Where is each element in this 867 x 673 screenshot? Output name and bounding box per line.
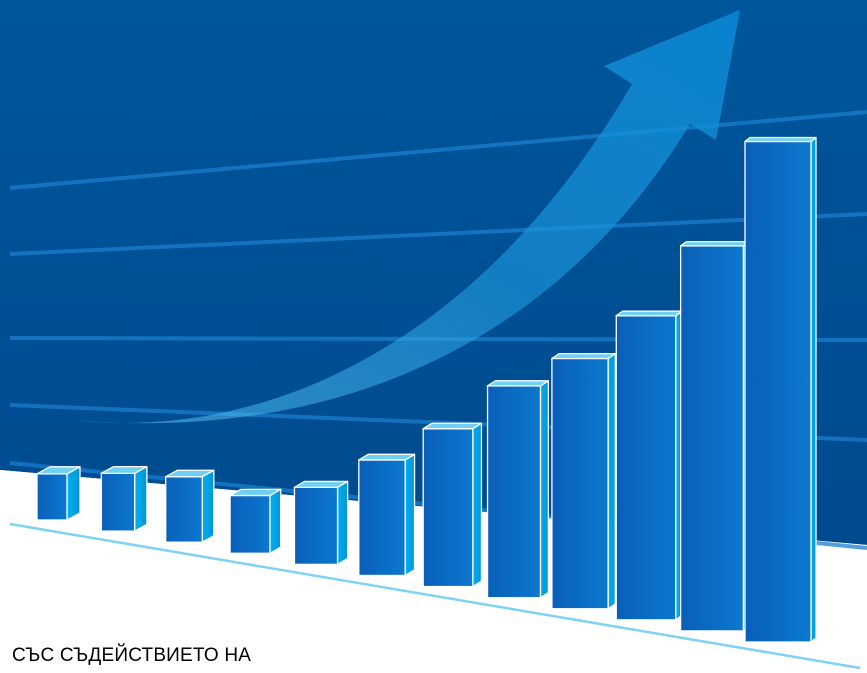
bar-side <box>472 422 483 588</box>
bar-top <box>551 353 616 360</box>
bar-top <box>744 136 817 143</box>
sponsor-caption: СЪС СЪДЕЙСТВИЕТО НА <box>12 645 252 666</box>
bar-front <box>486 385 542 599</box>
bar-top <box>486 380 550 387</box>
bar-side <box>66 466 81 521</box>
bar-top <box>165 469 215 478</box>
bar-side <box>201 469 215 543</box>
bar <box>293 480 349 566</box>
bar-front <box>679 245 745 632</box>
bar-top <box>358 453 416 461</box>
bar <box>36 466 81 521</box>
bar-top <box>615 310 683 317</box>
bar-side <box>336 480 349 566</box>
floor-line <box>9 522 861 670</box>
bar-side <box>810 136 817 643</box>
bar-top <box>679 240 750 247</box>
bar <box>679 240 750 632</box>
bar <box>358 453 416 577</box>
bar <box>422 422 483 588</box>
bar <box>744 136 817 643</box>
bar-side <box>404 453 416 577</box>
bar <box>165 469 215 543</box>
bar-front <box>165 476 203 543</box>
bar-top <box>229 488 282 497</box>
bar <box>486 380 550 599</box>
bar <box>100 465 148 532</box>
bar-side <box>133 465 148 532</box>
bar-side <box>539 380 550 599</box>
bar-top <box>293 480 349 489</box>
bar-front <box>551 357 609 610</box>
bar-top <box>36 466 81 475</box>
bar-top <box>422 422 483 430</box>
bar-front <box>229 494 271 554</box>
upward-trend-arrow-icon <box>72 10 740 424</box>
bar-front <box>100 472 136 532</box>
bar <box>229 488 282 554</box>
bar-top <box>100 465 148 474</box>
bar <box>615 310 683 621</box>
bar-side <box>269 488 282 554</box>
bar-front <box>36 473 68 521</box>
bar-side <box>607 353 616 610</box>
bar-front <box>293 486 339 566</box>
bar-front <box>615 315 677 621</box>
bar-front <box>358 459 406 577</box>
grid-line <box>9 212 867 256</box>
bars-group <box>36 136 817 643</box>
bar-front <box>422 428 474 588</box>
grid-line <box>9 110 867 190</box>
bar <box>551 353 616 610</box>
bar-front <box>744 140 812 643</box>
